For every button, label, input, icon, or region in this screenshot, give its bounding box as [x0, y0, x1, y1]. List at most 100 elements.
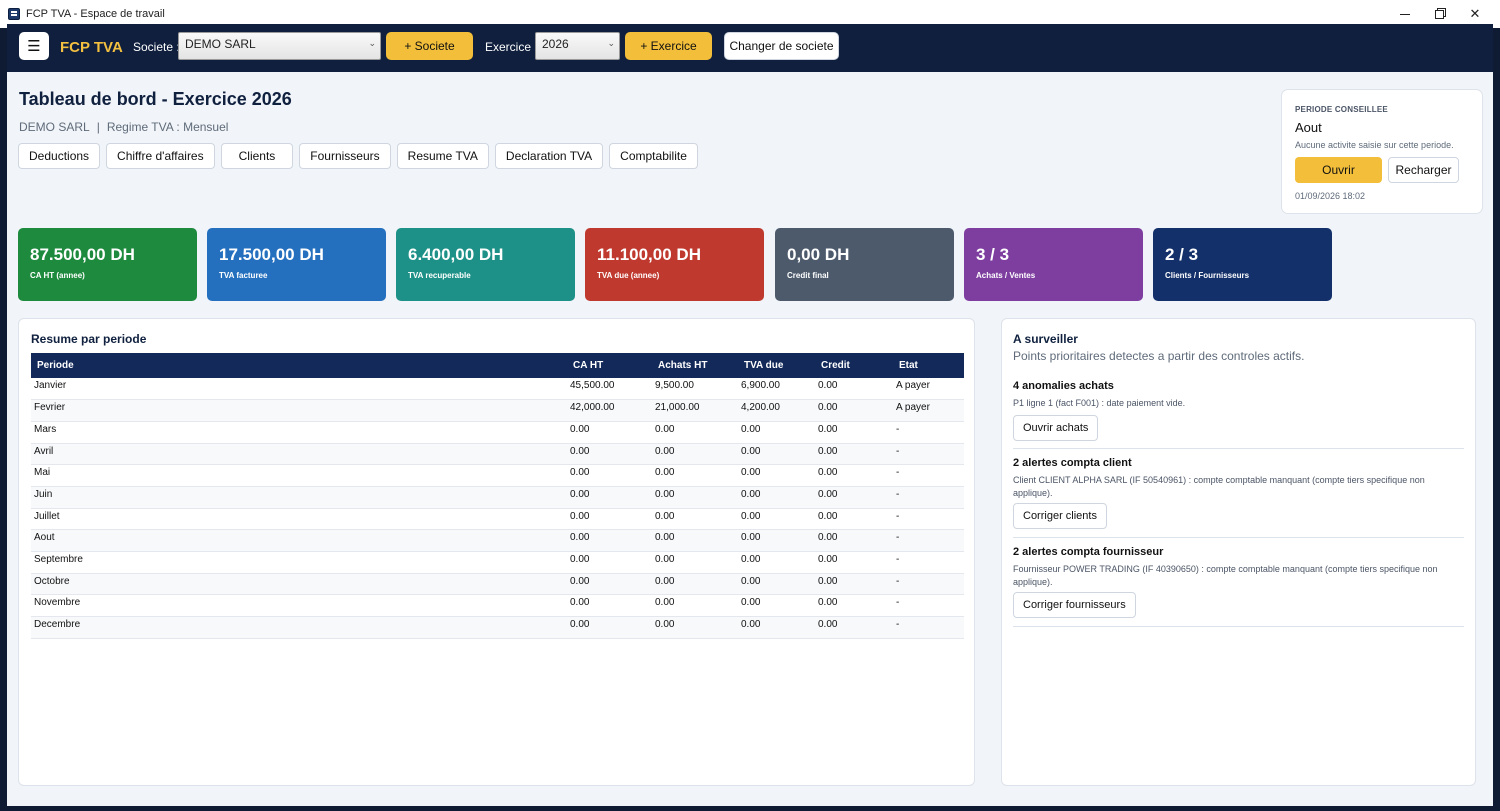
table-cell: 4,200.00 — [738, 399, 815, 422]
hamburger-menu-icon[interactable]: ☰ — [19, 32, 49, 60]
monitoring-title: A surveiller — [1013, 332, 1078, 346]
table-cell: 0.00 — [738, 421, 815, 444]
minimize-icon[interactable] — [1388, 0, 1422, 28]
tab-fournisseurs[interactable]: Fournisseurs — [299, 143, 391, 169]
table-cell: 0.00 — [652, 421, 738, 444]
page-title: Tableau de bord - Exercice 2026 — [19, 89, 292, 109]
reload-button[interactable]: Recharger — [1388, 157, 1459, 183]
kpi-card-tva-due: 11.100,00 DH TVA due (annee) — [585, 228, 764, 301]
table-body: Janvier 45,500.00 9,500.00 6,900.00 0.00 A pa… — [31, 378, 964, 639]
maximize-icon[interactable] — [1422, 0, 1456, 28]
table-row[interactable]: Decembre 0.00 0.00 0.00 0.00- — [31, 616, 964, 639]
kpi-caption: Achats / Ventes — [976, 271, 1036, 280]
fix-suppliers-button[interactable]: Corriger fournisseurs — [1013, 592, 1136, 618]
exercice-select[interactable]: 2026 ⌄ — [535, 32, 620, 60]
table-cell: 0.00 — [567, 421, 652, 444]
column-header: CA HT — [567, 353, 652, 378]
table-cell: 0.00 — [652, 486, 738, 509]
company-name: DEMO SARL — [19, 120, 90, 134]
alert-detail: Fournisseur POWER TRADING (IF 40390650) … — [1013, 564, 1438, 587]
table-cell: 0.00 — [652, 551, 738, 574]
table-cell: - — [893, 464, 964, 487]
tab-resume-tva[interactable]: Resume TVA — [396, 143, 489, 169]
kpi-card-ca-ht: 87.500,00 DH CA HT (annee) — [18, 228, 197, 301]
tab-clients[interactable]: Clients — [220, 143, 294, 169]
table-row[interactable]: Septembre 0.00 0.00 0.00 0.00- — [31, 551, 964, 574]
table-cell: 0.00 — [652, 443, 738, 466]
change-societe-button[interactable]: Changer de societe — [724, 32, 839, 60]
table-cell: 0.00 — [738, 508, 815, 531]
table-cell: 21,000.00 — [652, 399, 738, 422]
kpi-card-credit-final: 0,00 DH Credit final — [775, 228, 954, 301]
add-societe-button[interactable]: + Societe — [386, 32, 473, 60]
kpi-value: 0,00 DH — [787, 245, 850, 264]
table-cell: 0.00 — [815, 443, 893, 466]
alert-compta-client: 2 alertes compta client Client CLIENT AL… — [1013, 457, 1464, 538]
table-cell: 0.00 — [815, 594, 893, 618]
open-purchases-button[interactable]: Ouvrir achats — [1013, 415, 1099, 441]
table-cell: 0.00 — [567, 464, 652, 487]
table-row[interactable]: Novembre 0.00 0.00 0.00 0.00- — [31, 594, 964, 618]
table-cell: 0.00 — [652, 573, 738, 596]
table-row[interactable]: Fevrier 42,000.00 21,000.00 4,200.00 0.00 A p… — [31, 399, 964, 422]
top-navbar: ☰ FCP TVA Societe : DEMO SARL ⌄ + Societ… — [7, 24, 1493, 72]
table-cell: - — [893, 443, 964, 466]
kpi-value: 3 / 3 — [976, 245, 1010, 264]
table-cell: 0.00 — [652, 464, 738, 487]
table-cell: 0.00 — [815, 378, 893, 401]
table-row[interactable]: Avril 0.00 0.00 0.00 0.00- — [31, 443, 964, 466]
table-cell: 0.00 — [567, 508, 652, 531]
table-cell: 0.00 — [815, 551, 893, 574]
table-cell: - — [893, 421, 964, 444]
table-row[interactable]: Mars 0.00 0.00 0.00 0.00- — [31, 421, 964, 444]
societe-select[interactable]: DEMO SARL ⌄ — [178, 32, 381, 60]
period-card-label: PERIODE CONSEILLEE — [1295, 105, 1388, 114]
chevron-down-icon: ⌄ — [607, 38, 615, 48]
table-cell: 6,900.00 — [738, 378, 815, 401]
table-cell: 0.00 — [652, 594, 738, 618]
kpi-card-tva-recuperable: 6.400,00 DH TVA recuperable — [396, 228, 575, 301]
kpi-caption: TVA facturee — [219, 271, 268, 280]
alert-compta-fournisseur: 2 alertes compta fournisseur Fournisseur… — [1013, 546, 1464, 627]
table-cell: 0.00 — [738, 486, 815, 509]
close-icon[interactable]: ✕ — [1469, 6, 1481, 21]
separator: | — [96, 120, 100, 134]
monitoring-subtitle: Points prioritaires detectes a partir de… — [1013, 349, 1305, 363]
kpi-value: 2 / 3 — [1165, 245, 1199, 264]
open-period-button[interactable]: Ouvrir — [1295, 157, 1382, 183]
table-cell: 0.00 — [738, 443, 815, 466]
table-cell: Septembre — [31, 551, 567, 574]
tab-deductions[interactable]: Deductions — [18, 143, 101, 169]
table-cell: - — [893, 551, 964, 574]
table-cell: 0.00 — [738, 616, 815, 639]
table-row[interactable]: Octobre 0.00 0.00 0.00 0.00- — [31, 573, 964, 596]
table-cell: Fevrier — [31, 399, 567, 422]
table-cell: 0.00 — [738, 573, 815, 596]
table-cell: Juillet — [31, 508, 567, 531]
kpi-value: 87.500,00 DH — [30, 245, 135, 264]
fix-clients-button[interactable]: Corriger clients — [1013, 503, 1107, 529]
table-row[interactable]: Aout 0.00 0.00 0.00 0.00- — [31, 529, 964, 552]
tab-chiffre-affaires[interactable]: Chiffre d'affaires — [106, 143, 215, 169]
table-cell: 0.00 — [652, 529, 738, 552]
table-cell: 0.00 — [567, 573, 652, 596]
table-row[interactable]: Mai 0.00 0.00 0.00 0.00- — [31, 464, 964, 487]
table-cell: Avril — [31, 443, 567, 466]
table-row[interactable]: Janvier 45,500.00 9,500.00 6,900.00 0.00 A pa… — [31, 378, 964, 401]
table-cell: 9,500.00 — [652, 378, 738, 401]
table-row[interactable]: Juillet 0.00 0.00 0.00 0.00- — [31, 508, 964, 531]
tva-regime: Regime TVA : Mensuel — [106, 120, 229, 134]
table-cell: - — [893, 529, 964, 552]
add-exercice-button[interactable]: + Exercice — [625, 32, 712, 60]
table-cell: 0.00 — [738, 464, 815, 487]
tab-declaration-tva[interactable]: Declaration TVA — [494, 143, 604, 169]
table-cell: Aout — [31, 529, 567, 552]
table-cell: 0.00 — [815, 464, 893, 487]
table-row[interactable]: Juin 0.00 0.00 0.00 0.00- — [31, 486, 964, 509]
column-header: Credit — [815, 353, 893, 378]
tab-comptabilite[interactable]: Comptabilite — [609, 143, 698, 169]
table-cell: Mars — [31, 421, 567, 444]
table-cell: Mai — [31, 464, 567, 487]
column-header: Periode — [31, 353, 567, 378]
monitoring-panel: A surveiller Points prioritaires detecte… — [1001, 318, 1476, 786]
